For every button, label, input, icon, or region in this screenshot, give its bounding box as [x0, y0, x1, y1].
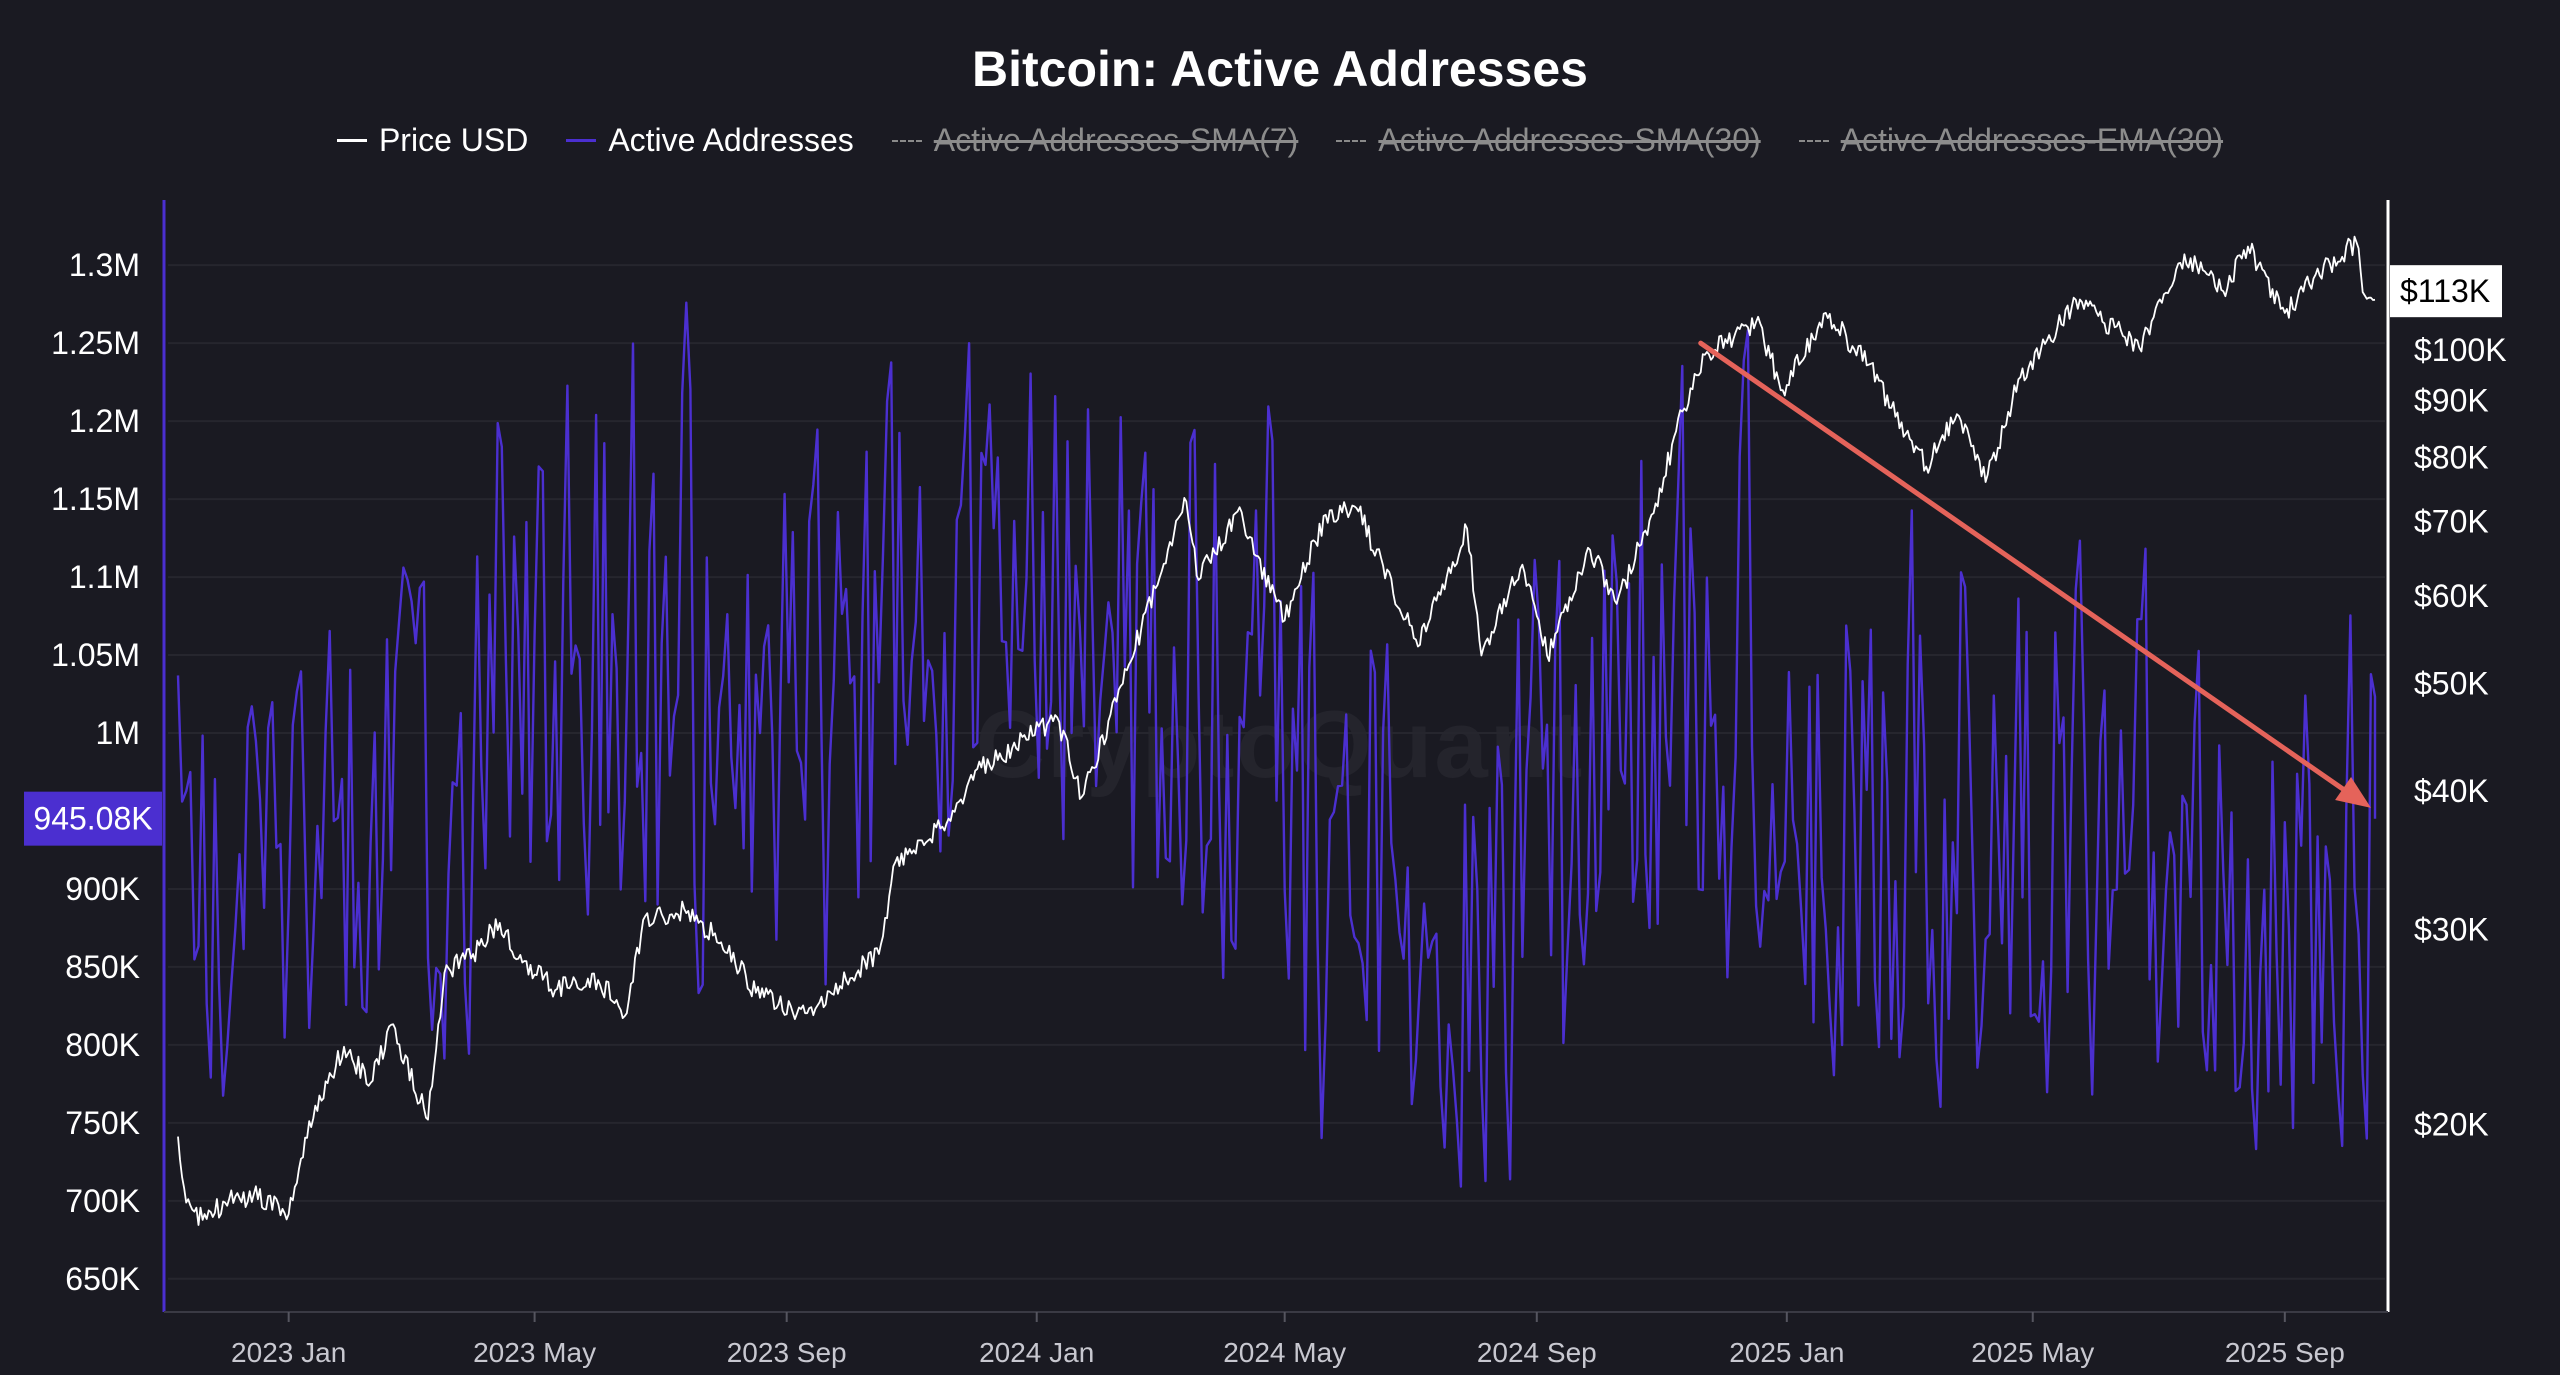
legend-item-ema30[interactable]: Active Addresses-EMA(30): [1798, 122, 2224, 159]
y-right-tick-label: $60K: [2414, 578, 2489, 614]
y-right-tick-label: $20K: [2414, 1106, 2489, 1142]
legend-label-sma7: Active Addresses-SMA(7): [933, 122, 1299, 158]
legend-label-active-addresses: Active Addresses: [608, 122, 854, 158]
y-left-tick-label: 800K: [65, 1027, 140, 1063]
trend-arrow-line: [1698, 340, 2360, 802]
legend-label-sma30: Active Addresses-SMA(30): [1378, 122, 1761, 158]
y-left-tick-label: 1M: [96, 715, 140, 751]
trend-arrow-head: [2335, 776, 2371, 808]
active-addresses-line: [176, 301, 2377, 1188]
y-left-tick-label: 1.15M: [51, 481, 140, 517]
x-tick-label: 2024 Jan: [979, 1337, 1094, 1368]
x-tick-label: 2023 Jan: [231, 1337, 346, 1368]
y-left-tick-label: 1.2M: [69, 403, 140, 439]
legend-label-ema30: Active Addresses-EMA(30): [1840, 122, 2224, 158]
legend-swatch-sma30: [1336, 139, 1367, 142]
x-tick-label: 2023 May: [473, 1337, 596, 1368]
y-left-tick-label: 700K: [65, 1183, 140, 1219]
y-left-tick-label: 750K: [65, 1105, 140, 1141]
legend-swatch-ema30: [1798, 139, 1829, 142]
legend-item-sma7[interactable]: Active Addresses-SMA(7): [891, 122, 1299, 159]
current-addresses-badge: [24, 791, 162, 846]
x-tick-label: 2025 Sep: [2225, 1337, 2345, 1368]
y-right-tick-label: $40K: [2414, 773, 2489, 809]
y-right-tick-label: $80K: [2414, 439, 2489, 475]
legend-label-price: Price USD: [378, 122, 529, 158]
chart-legend: Price USD Active Addresses Active Addres…: [0, 122, 2560, 159]
y-right-tick-label: $70K: [2414, 504, 2489, 540]
y-right-tick-label: $30K: [2414, 911, 2489, 947]
price-usd-line: [177, 235, 2376, 1226]
legend-swatch-price: [336, 139, 367, 142]
x-tick-label: 2025 May: [1971, 1337, 2094, 1368]
legend-item-price[interactable]: Price USD: [336, 122, 529, 159]
y-left-tick-label: 900K: [65, 871, 140, 907]
legend-item-sma30[interactable]: Active Addresses-SMA(30): [1336, 122, 1761, 159]
y-right-tick-label: $50K: [2414, 666, 2489, 702]
y-left-tick-label: 650K: [65, 1261, 140, 1297]
y-left-tick-label: 1.25M: [51, 325, 140, 361]
current-addresses-badge-label: 945.08K: [33, 801, 152, 837]
chart-title: Bitcoin: Active Addresses: [972, 41, 1588, 97]
x-tick-label: 2023 Sep: [727, 1337, 847, 1368]
y-left-tick-label: 850K: [65, 949, 140, 985]
y-left-tick-label: 1.05M: [51, 637, 140, 673]
current-price-badge: [2390, 265, 2502, 318]
legend-swatch-active-addresses: [566, 139, 597, 142]
x-tick-label: 2025 Jan: [1729, 1337, 1844, 1368]
y-left-tick-label: 1.1M: [69, 559, 140, 595]
y-right-tick-label: $100K: [2414, 332, 2507, 368]
x-tick-label: 2024 May: [1223, 1337, 1346, 1368]
legend-swatch-sma7: [891, 139, 922, 142]
y-left-tick-label: 1.3M: [69, 247, 140, 283]
current-price-badge-label: $113K: [2400, 273, 2490, 309]
legend-item-active-addresses[interactable]: Active Addresses: [566, 122, 854, 159]
x-tick-label: 2024 Sep: [1477, 1337, 1597, 1368]
y-right-tick-label: $90K: [2414, 383, 2489, 419]
